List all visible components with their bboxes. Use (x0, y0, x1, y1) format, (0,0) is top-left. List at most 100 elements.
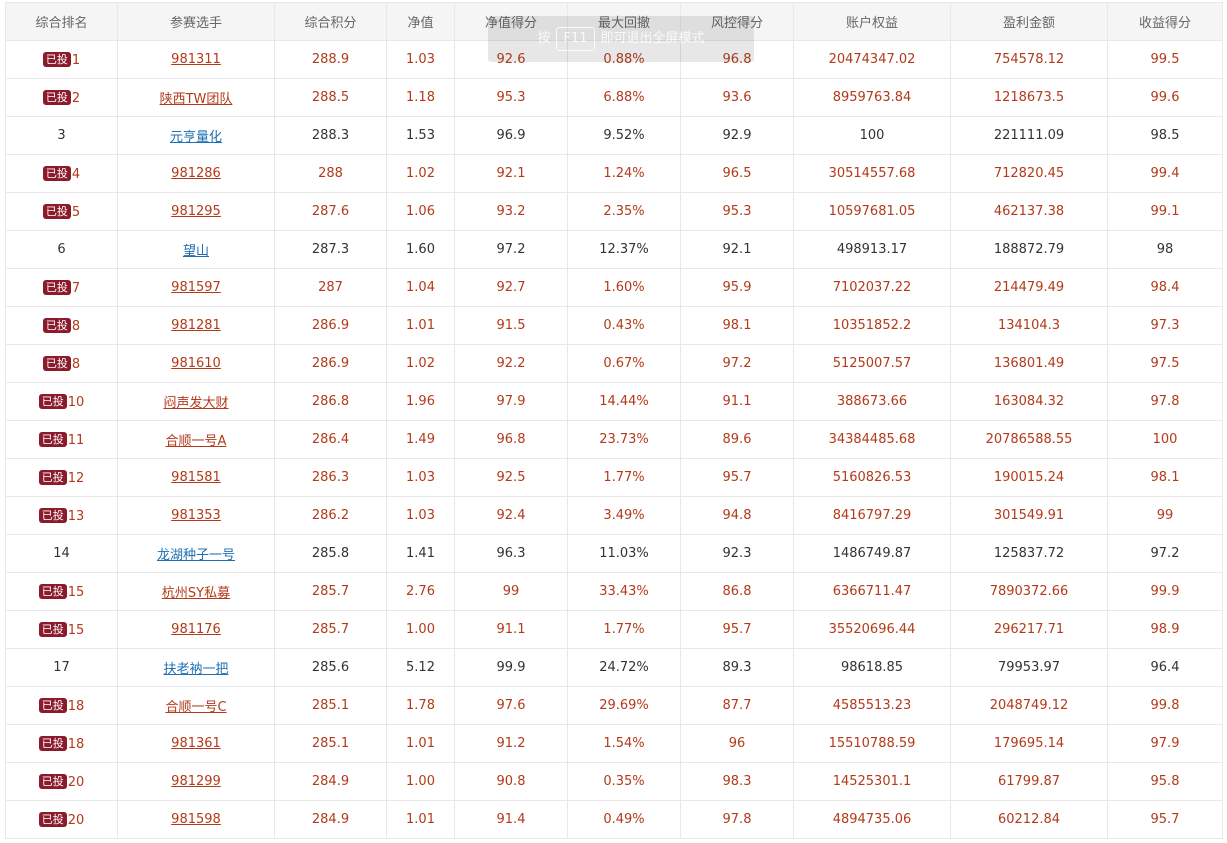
max-drawdown-cell: 0.43% (567, 306, 681, 345)
return-score-cell: 96.4 (1107, 648, 1223, 687)
contestant-link[interactable]: 981176 (171, 622, 221, 637)
nav-score-cell: 93.2 (454, 192, 568, 231)
header-return-score[interactable]: 收益得分 (1107, 2, 1223, 41)
nav-cell: 1.53 (386, 116, 455, 155)
total-score-cell: 287 (274, 268, 387, 307)
max-drawdown-cell: 1.54% (567, 724, 681, 763)
rank-value: 7 (71, 280, 81, 296)
contestant-link[interactable]: 981597 (171, 280, 221, 295)
contestant-link[interactable]: 闷声发大财 (163, 396, 229, 411)
contestant-cell: 981286 (117, 154, 275, 193)
return-score-cell: 98.5 (1107, 116, 1223, 155)
nav-cell: 1.03 (386, 496, 455, 535)
risk-score-cell: 91.1 (680, 382, 794, 421)
rank-cell: 已投 8 (5, 306, 118, 345)
rank-cell: 已投 2 (5, 78, 118, 117)
header-rank[interactable]: 综合排名 (5, 2, 118, 41)
nav-score-cell: 91.5 (454, 306, 568, 345)
contestant-cell: 龙湖种子一号 (117, 534, 275, 573)
contestant-link[interactable]: 合顺一号A (165, 434, 227, 449)
contestant-link[interactable]: 981299 (171, 774, 221, 789)
contestant-cell: 981581 (117, 458, 275, 497)
contestant-link[interactable]: 981295 (171, 204, 221, 219)
equity-cell: 1486749.87 (793, 534, 951, 573)
profit-cell: 188872.79 (950, 230, 1108, 269)
invested-badge: 已投 (38, 773, 67, 789)
contestant-cell: 981281 (117, 306, 275, 345)
return-score-cell: 100 (1107, 420, 1223, 459)
contestant-link[interactable]: 981598 (171, 812, 221, 827)
equity-cell: 8416797.29 (793, 496, 951, 535)
profit-cell: 2048749.12 (950, 686, 1108, 725)
profit-cell: 79953.97 (950, 648, 1108, 687)
rank-value: 20 (67, 774, 85, 790)
risk-score-cell: 87.7 (680, 686, 794, 725)
max-drawdown-cell: 0.67% (567, 344, 681, 383)
contestant-link[interactable]: 981361 (171, 736, 221, 751)
contestant-cell: 杭州SY私募 (117, 572, 275, 611)
total-score-cell: 286.4 (274, 420, 387, 459)
nav-cell: 1.49 (386, 420, 455, 459)
profit-cell: 61799.87 (950, 762, 1108, 801)
profit-cell: 712820.45 (950, 154, 1108, 193)
nav-cell: 1.41 (386, 534, 455, 573)
contestant-link[interactable]: 杭州SY私募 (161, 586, 231, 601)
contestant-link[interactable]: 981311 (171, 52, 221, 67)
header-total-score[interactable]: 综合积分 (274, 2, 387, 41)
rank-cell: 6 (5, 230, 118, 269)
total-score-cell: 288 (274, 154, 387, 193)
contestant-link[interactable]: 元亨量化 (169, 130, 222, 145)
rank-value: 12 (67, 470, 85, 486)
header-contestant[interactable]: 参赛选手 (117, 2, 275, 41)
contestant-link[interactable]: 龙湖种子一号 (156, 548, 235, 563)
contestant-link[interactable]: 望山 (182, 244, 209, 259)
risk-score-cell: 98.1 (680, 306, 794, 345)
max-drawdown-cell: 6.88% (567, 78, 681, 117)
contestant-link[interactable]: 981353 (171, 508, 221, 523)
nav-score-cell: 92.6 (454, 40, 568, 79)
contestant-link[interactable]: 陕西TW团队 (159, 92, 233, 107)
table-row: 6 望山 287.3 1.60 97.2 12.37% 92.1 498913.17 18887… (5, 230, 1223, 269)
max-drawdown-cell: 1.24% (567, 154, 681, 193)
contestant-link[interactable]: 扶老衲一把 (163, 662, 229, 677)
rank-value: 4 (71, 166, 81, 182)
header-equity[interactable]: 账户权益 (793, 2, 951, 41)
header-profit[interactable]: 盈利金额 (950, 2, 1108, 41)
header-nav[interactable]: 净值 (386, 2, 455, 41)
rank-cell: 已投 20 (5, 762, 118, 801)
return-score-cell: 97.8 (1107, 382, 1223, 421)
contestant-cell: 981361 (117, 724, 275, 763)
contestant-link[interactable]: 981281 (171, 318, 221, 333)
header-nav-score[interactable]: 净值得分 (454, 2, 568, 41)
risk-score-cell: 95.3 (680, 192, 794, 231)
return-score-cell: 97.9 (1107, 724, 1223, 763)
contestant-link[interactable]: 981286 (171, 166, 221, 181)
rank-cell: 已投 20 (5, 800, 118, 839)
equity-cell: 7102037.22 (793, 268, 951, 307)
rank-cell: 已投 13 (5, 496, 118, 535)
header-risk-score[interactable]: 风控得分 (680, 2, 794, 41)
contestant-link[interactable]: 981581 (171, 470, 221, 485)
invested-badge: 已投 (38, 507, 67, 523)
max-drawdown-cell: 11.03% (567, 534, 681, 573)
total-score-cell: 288.3 (274, 116, 387, 155)
nav-score-cell: 92.7 (454, 268, 568, 307)
max-drawdown-cell: 0.49% (567, 800, 681, 839)
header-max-drawdown[interactable]: 最大回撤 (567, 2, 681, 41)
contestant-link[interactable]: 合顺一号C (165, 700, 227, 715)
rank-value: 2 (71, 90, 81, 106)
nav-cell: 1.00 (386, 762, 455, 801)
rank-value: 15 (67, 584, 85, 600)
f11-key: F11 (556, 27, 595, 51)
ranking-table: 综合排名 参赛选手 综合积分 净值 净值得分 最大回撤 风控得分 账户权益 盈利… (5, 2, 1223, 839)
risk-score-cell: 97.2 (680, 344, 794, 383)
contestant-cell: 扶老衲一把 (117, 648, 275, 687)
profit-cell: 60212.84 (950, 800, 1108, 839)
nav-cell: 1.03 (386, 458, 455, 497)
rank-cell: 已投 1 (5, 40, 118, 79)
contestant-link[interactable]: 981610 (171, 356, 221, 371)
return-score-cell: 97.3 (1107, 306, 1223, 345)
profit-cell: 462137.38 (950, 192, 1108, 231)
rank-value: 13 (67, 508, 85, 524)
nav-score-cell: 99.9 (454, 648, 568, 687)
